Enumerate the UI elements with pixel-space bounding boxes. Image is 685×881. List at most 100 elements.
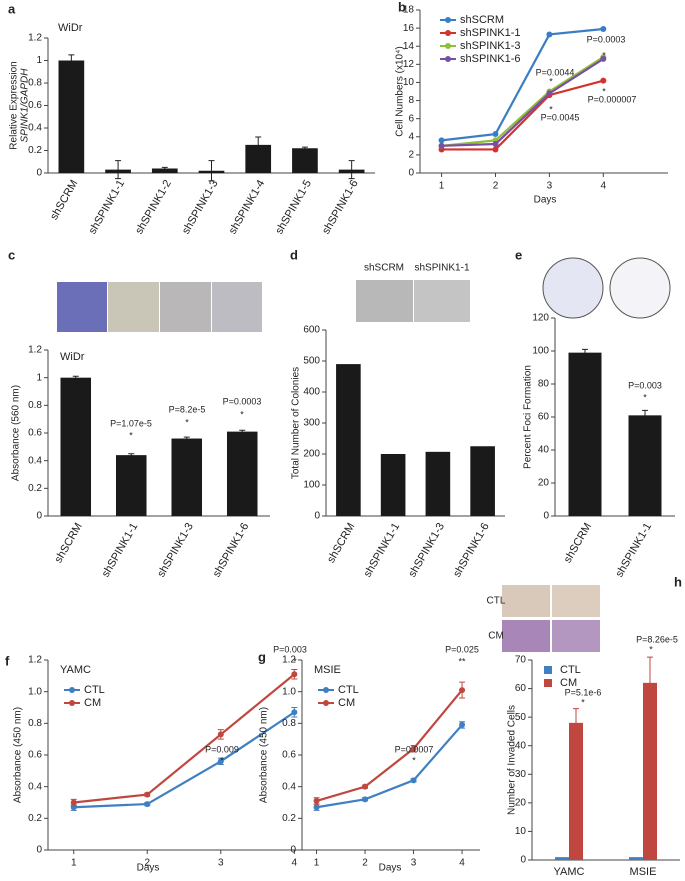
- legend-label: shSPINK1-1: [460, 27, 521, 39]
- x-tick-label: shSPINK1-2: [133, 178, 174, 236]
- annotation: P=1.07e-5: [110, 418, 152, 428]
- bar: [338, 169, 365, 173]
- y-tick-label: 1.2: [282, 655, 296, 666]
- y-tick-label: 100: [303, 480, 320, 491]
- y-tick-label: 0.8: [282, 718, 296, 729]
- point: [492, 141, 499, 148]
- y-tick-label: 1.0: [28, 686, 42, 697]
- line: [73, 673, 296, 804]
- y-tick-label: 1.2: [28, 345, 42, 356]
- legend-label: CTL: [338, 684, 359, 696]
- dish: [542, 257, 604, 319]
- x-tick-label: 3: [411, 858, 417, 869]
- image-label: shSPINK1-1: [414, 263, 469, 274]
- y-tick-label: 1: [36, 55, 42, 66]
- x-tick-label: shSPINK1-3: [180, 178, 221, 236]
- line: [316, 689, 463, 802]
- x-tick-label: 4: [601, 181, 607, 192]
- micrographs-d: [356, 280, 470, 322]
- y-tick-label: 60: [538, 412, 550, 423]
- photo: [57, 282, 107, 332]
- y-tick-label: 0.2: [28, 813, 42, 824]
- legend-marker: [69, 700, 75, 706]
- panel-letter: g: [258, 649, 266, 664]
- y-tick-label: 300: [303, 418, 320, 429]
- y-tick-label: 400: [303, 387, 320, 398]
- x-tick-label: 1: [71, 858, 77, 869]
- y-tick-label: 10: [515, 826, 527, 837]
- legend-marker: [445, 17, 451, 23]
- y-axis-label: Relative Expression: [9, 61, 20, 149]
- y-tick-label: 4: [408, 131, 414, 142]
- y-tick-label: 40: [538, 445, 550, 456]
- bar: [470, 446, 495, 516]
- annotation: *: [643, 392, 647, 402]
- y-tick-label: 200: [303, 449, 320, 460]
- y-tick-label: 2: [408, 150, 414, 161]
- point: [144, 801, 151, 808]
- y-tick-label: 0: [36, 168, 42, 179]
- annotation: *: [549, 76, 553, 86]
- point: [313, 804, 320, 811]
- y-tick-label: 0.8: [28, 78, 42, 89]
- bar: [171, 438, 203, 516]
- point: [70, 799, 77, 806]
- x-axis-label: Days: [379, 863, 402, 874]
- y-axis-label: Absorbance (450 nm): [259, 707, 270, 803]
- x-tick-label: shSCRM: [52, 521, 84, 565]
- photo: [502, 585, 550, 617]
- photo: [414, 280, 470, 322]
- y-tick-label: 0.4: [282, 781, 296, 792]
- x-tick-label: 1: [314, 858, 320, 869]
- annotation: *: [602, 86, 606, 96]
- x-tick-label: 2: [144, 858, 150, 869]
- point: [291, 709, 298, 716]
- y-tick-label: 12: [403, 59, 415, 70]
- annotation: *: [581, 697, 585, 707]
- y-tick-label: 120: [532, 313, 549, 324]
- annotation: P=8.2e-5: [169, 404, 206, 414]
- annotation: P=0.025: [445, 644, 479, 654]
- y-tick-label: 20: [515, 797, 527, 808]
- x-tick-label: shSCRM: [48, 178, 80, 222]
- point: [492, 131, 499, 138]
- x-tick-label: shSPINK1-1: [362, 521, 403, 579]
- x-tick-label: shSPINK1-6: [320, 178, 361, 236]
- point: [492, 146, 499, 153]
- photo: [108, 282, 159, 332]
- bar: [568, 352, 602, 516]
- annotation: *: [240, 409, 244, 419]
- legend-label: CM: [84, 697, 101, 709]
- bar: [245, 144, 272, 173]
- x-axis-label: Days: [137, 863, 160, 874]
- panel-a: a WiDr Relative Expression SPINK1/GAPDH 0 0.2…: [8, 1, 375, 236]
- panel-g: g MSIE Absorbance (450 nm) Days 0 0.2 0.4 0.6 0.…: [258, 644, 480, 874]
- point: [459, 687, 466, 694]
- legend-marker: [323, 687, 329, 693]
- y-axis-label: Absorbance (450 nm): [13, 707, 24, 803]
- x-tick-label: shSPINK1-3: [406, 521, 447, 579]
- photo: [356, 280, 413, 322]
- point: [362, 796, 369, 803]
- point: [600, 26, 607, 33]
- point: [438, 137, 445, 144]
- y-tick-label: 0: [290, 845, 296, 856]
- x-tick-label: 4: [459, 858, 465, 869]
- annotation: *: [412, 755, 416, 765]
- y-axis-label: Total Number of Colonies: [291, 367, 302, 479]
- y-tick-label: 0.4: [28, 455, 42, 466]
- annotation: *: [129, 430, 133, 440]
- legend-marker: [445, 30, 451, 36]
- y-tick-label: 0.8: [28, 718, 42, 729]
- bar: [380, 454, 406, 516]
- annotation: **: [458, 656, 466, 666]
- annotation: P=8.26e-5: [636, 634, 678, 644]
- x-tick-label: 1: [439, 181, 445, 192]
- annotation: P=0.0003: [223, 396, 262, 406]
- y-tick-label: 50: [515, 712, 527, 723]
- panel-letter: f: [5, 653, 10, 668]
- y-tick-label: 0: [36, 511, 42, 522]
- legend-swatch: [544, 679, 552, 687]
- line: [316, 724, 463, 809]
